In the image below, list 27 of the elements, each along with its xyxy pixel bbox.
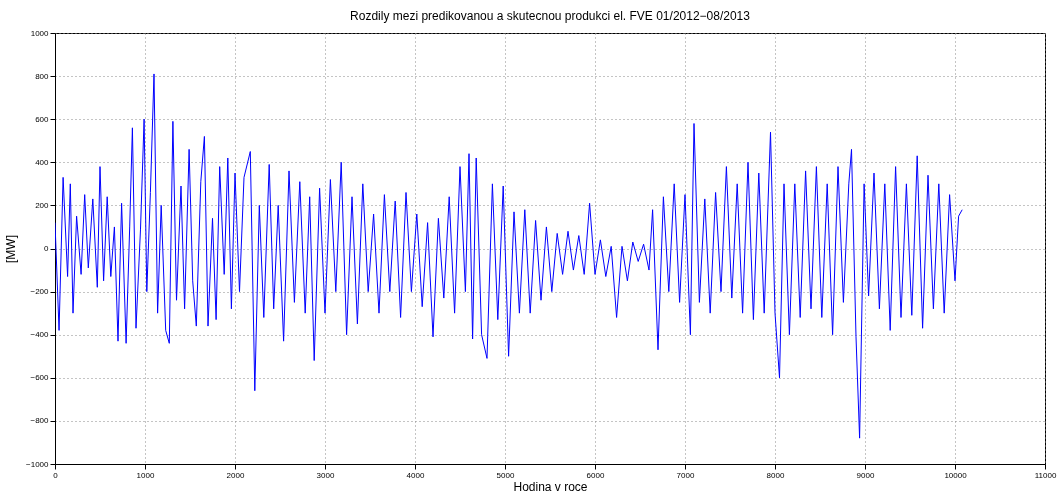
y-tick-label: 600 [35,114,50,124]
y-tick-label: −800 [30,416,50,426]
y-tick-label: 1000 [30,28,50,38]
y-axis-title: [MW] [4,235,19,263]
x-tick-label: 2000 [226,470,245,480]
x-tick-label: 5000 [496,470,515,480]
x-tick-label: 6000 [586,470,605,480]
y-tick-label: −600 [30,373,50,383]
x-tick-label: 3000 [316,470,335,480]
y-tick-label: −400 [30,330,50,340]
x-tick-label: 10000 [944,470,968,480]
x-tick-label: 0 [53,470,59,480]
x-axis-title: Hodina v roce [513,479,588,493]
line-series [55,73,963,439]
y-tick-label: 200 [35,200,50,210]
y-tick-label: −1000 [26,459,50,469]
x-tick-label: 4000 [406,470,425,480]
x-tick-label: 1000 [136,470,155,480]
y-tick-label: 400 [35,157,50,167]
x-tick-label: 8000 [766,470,785,480]
y-tick-label: 0 [44,244,50,253]
x-tick-label: 11000 [1034,470,1057,480]
chart-title: Rozdily mezi predikovanou a skutecnou produkci el. FVE 01/2012−08/2013 [350,9,751,23]
x-tick-label: 7000 [676,470,695,480]
y-tick-label: 800 [35,71,50,81]
y-tick-label: −200 [30,287,50,297]
x-tick-label: 9000 [856,470,875,480]
